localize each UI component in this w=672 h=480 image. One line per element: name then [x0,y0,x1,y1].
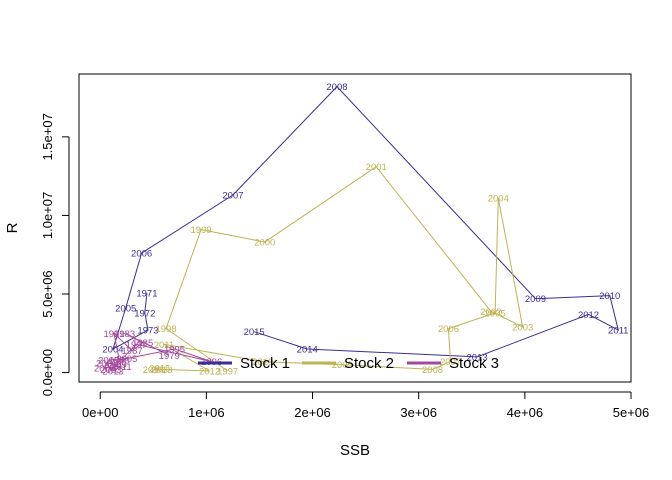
point-year-label: 1973 [137,326,158,337]
point-year-label: 2005 [116,354,137,365]
point-year-label: 2004 [102,345,123,356]
point-year-label: 1987 [122,346,143,357]
point-year-label: 2001 [96,359,117,370]
legend: Stock 1 Stock 2 Stock 3 [198,355,499,372]
series-line [103,331,212,372]
point-year-label: 2008 [422,365,443,376]
point-year-label: 2005 [485,308,506,319]
point-year-label: 2006 [438,324,459,335]
point-year-label: 2008 [326,82,347,93]
legend-label: Stock 2 [344,355,394,372]
legend-label: Stock 1 [240,355,290,372]
point-year-label: 2015 [244,327,265,338]
y-tick-label: 5.0e+06 [40,270,55,317]
point-year-label: 2009 [94,363,115,374]
point-year-label: 1991 [103,329,124,340]
point-year-label: 2013 [151,365,172,376]
point-year-label: 2014 [297,345,318,356]
plot-frame [78,73,632,383]
point-year-label: 1997 [217,367,238,378]
point-year-label: 2011 [154,340,174,351]
point-year-label: 1971 [136,289,157,300]
legend-item: Stock 3 [407,355,499,372]
point-year-label: 1999 [106,360,127,371]
point-year-label: 2006 [131,249,152,260]
point-year-label: 2014 [143,365,164,376]
series-stock-3: 1979198319851987199119931995199619971999… [94,329,222,378]
series-line [112,85,620,358]
legend-item: Stock 1 [198,355,290,372]
point-year-label: 2015 [149,363,170,374]
point-year-label: 1999 [191,225,212,236]
y-axis: 0.0e+00 5.0e+06 1.0e+07 1.5e+07 [40,113,70,396]
y-tick-label: 1.0e+07 [40,192,55,239]
point-year-label: 2010 [252,357,273,368]
point-year-label: 2003 [100,365,121,376]
series-stock-2: 1997 1998 1999 2000 2001 2002 2003 2004 2005 2006… [143,162,534,377]
point-year-label: 2000 [254,238,275,249]
point-year-label: 2012 [199,367,220,378]
point-year-label: 2007 [98,356,119,367]
point-year-label: 1993 [109,356,130,367]
point-year-label: 1985 [132,338,153,349]
point-year-label: 1983 [114,329,135,340]
point-year-label: 2005 [115,304,136,315]
point-year-label: 2013 [102,367,123,378]
point-year-label: 2009 [332,360,353,371]
point-year-label: 1995 [164,345,185,356]
point-year-label: 2012 [578,310,599,321]
point-year-label: 2002 [480,307,501,318]
x-tick-label: 1e+06 [188,405,225,420]
y-tick-label: 0.0e+00 [40,349,55,396]
point-year-label: 2003 [512,323,533,334]
point-year-label: 2007 [440,357,461,368]
y-axis-label: R [4,222,21,233]
point-year-label: 2010 [599,291,620,302]
x-axis: 0e+00 1e+06 2e+06 3e+06 4e+06 5e+06 [82,391,650,420]
point-year-label: 2009 [525,294,546,305]
point-year-label: 1972 [134,308,155,319]
legend-item: Stock 2 [302,355,394,372]
x-tick-label: 0e+00 [82,405,119,420]
point-year-label: 2013 [467,352,488,363]
point-year-label: 2007 [222,191,243,202]
point-year-label: 1997 [126,340,147,351]
point-year-label: 2001 [366,162,387,173]
y-tick-label: 1.5e+07 [40,113,55,160]
point-year-label: 1979 [159,351,180,362]
x-tick-label: 4e+06 [507,405,544,420]
point-year-label: 1998 [155,324,176,335]
series-line [153,166,524,372]
point-year-label: 2004 [488,194,509,205]
point-year-label: 2011 [111,362,131,373]
legend-label: Stock 3 [449,355,499,372]
x-tick-label: 3e+06 [400,405,437,420]
x-axis-label: SSB [340,442,370,459]
point-year-label: 2011 [608,326,628,337]
x-tick-label: 5e+06 [613,405,650,420]
x-tick-label: 2e+06 [294,405,331,420]
